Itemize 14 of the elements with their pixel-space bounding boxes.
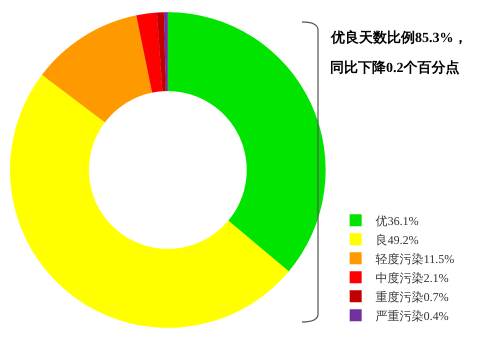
- donut-slice: [10, 74, 289, 328]
- text: 优良天数比例85.3%，: [330, 29, 468, 46]
- legend-label: 轻度污染11.5%: [376, 252, 454, 266]
- donut-slice: [136, 12, 162, 93]
- donut-slice: [156, 12, 166, 92]
- legend-label: 严重污染0.4%: [376, 308, 449, 323]
- legend-label: 重度污染0.7%: [376, 290, 449, 304]
- text: 同比下降0.2个百分点: [330, 60, 460, 76]
- legend-label: 良49.2%: [376, 232, 419, 247]
- donut-slice: [42, 15, 152, 122]
- donut-slice: [164, 12, 168, 92]
- donut-slice: [168, 12, 326, 272]
- legend-label: 中度污染2.1%: [376, 270, 449, 285]
- legend-label: 优36.1%: [376, 214, 419, 228]
